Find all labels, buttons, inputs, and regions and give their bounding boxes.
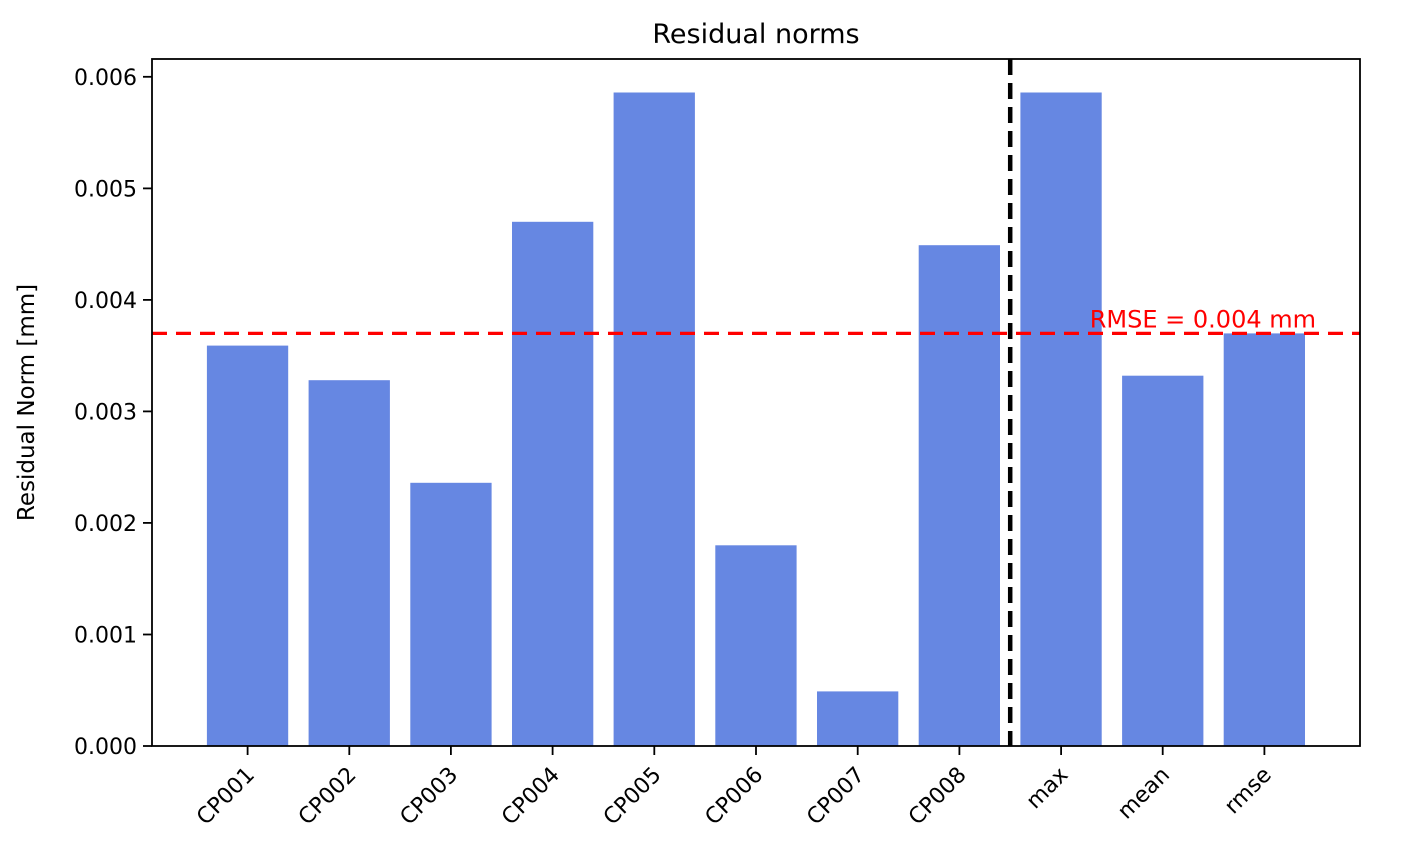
bar-CP006 [715,545,797,746]
y-tick-label: 0.002 [74,512,137,537]
x-tick-label: CP002 [294,763,362,831]
x-tick-label: CP004 [497,763,565,831]
y-axis-label: Residual Norm [mm] [14,284,40,521]
x-tick-label: CP006 [701,763,769,831]
bar-CP003 [410,482,492,746]
y-tick-label: 0.005 [74,177,137,202]
rmse-label: RMSE = 0.004 mm [1090,305,1316,333]
y-tick-label: 0.003 [74,400,137,425]
y-tick-label: 0.004 [74,289,137,314]
x-tick-label: max [1022,763,1074,815]
bar-max [1020,92,1102,746]
bar-mean [1122,375,1204,746]
y-tick-label: 0.001 [74,624,137,649]
bar-CP005 [613,92,695,746]
bar-CP007 [817,691,899,746]
x-tick-label: mean [1113,763,1175,825]
bar-CP001 [206,345,289,746]
y-tick-label: 0.006 [74,66,137,91]
bar-rmse [1223,333,1305,746]
x-tick-label: CP001 [192,763,260,831]
x-tick-label: CP005 [599,763,667,831]
x-tick-label: CP007 [802,763,870,831]
bar-CP002 [308,380,390,746]
x-tick-label: rmse [1220,763,1277,820]
chart-title: Residual norms [652,19,859,50]
y-tick-label: 0.000 [74,735,137,760]
bar-CP004 [512,221,594,747]
bar-CP008 [918,245,1000,746]
x-tick-label: CP008 [904,763,972,831]
x-tick-label: CP003 [396,763,464,831]
